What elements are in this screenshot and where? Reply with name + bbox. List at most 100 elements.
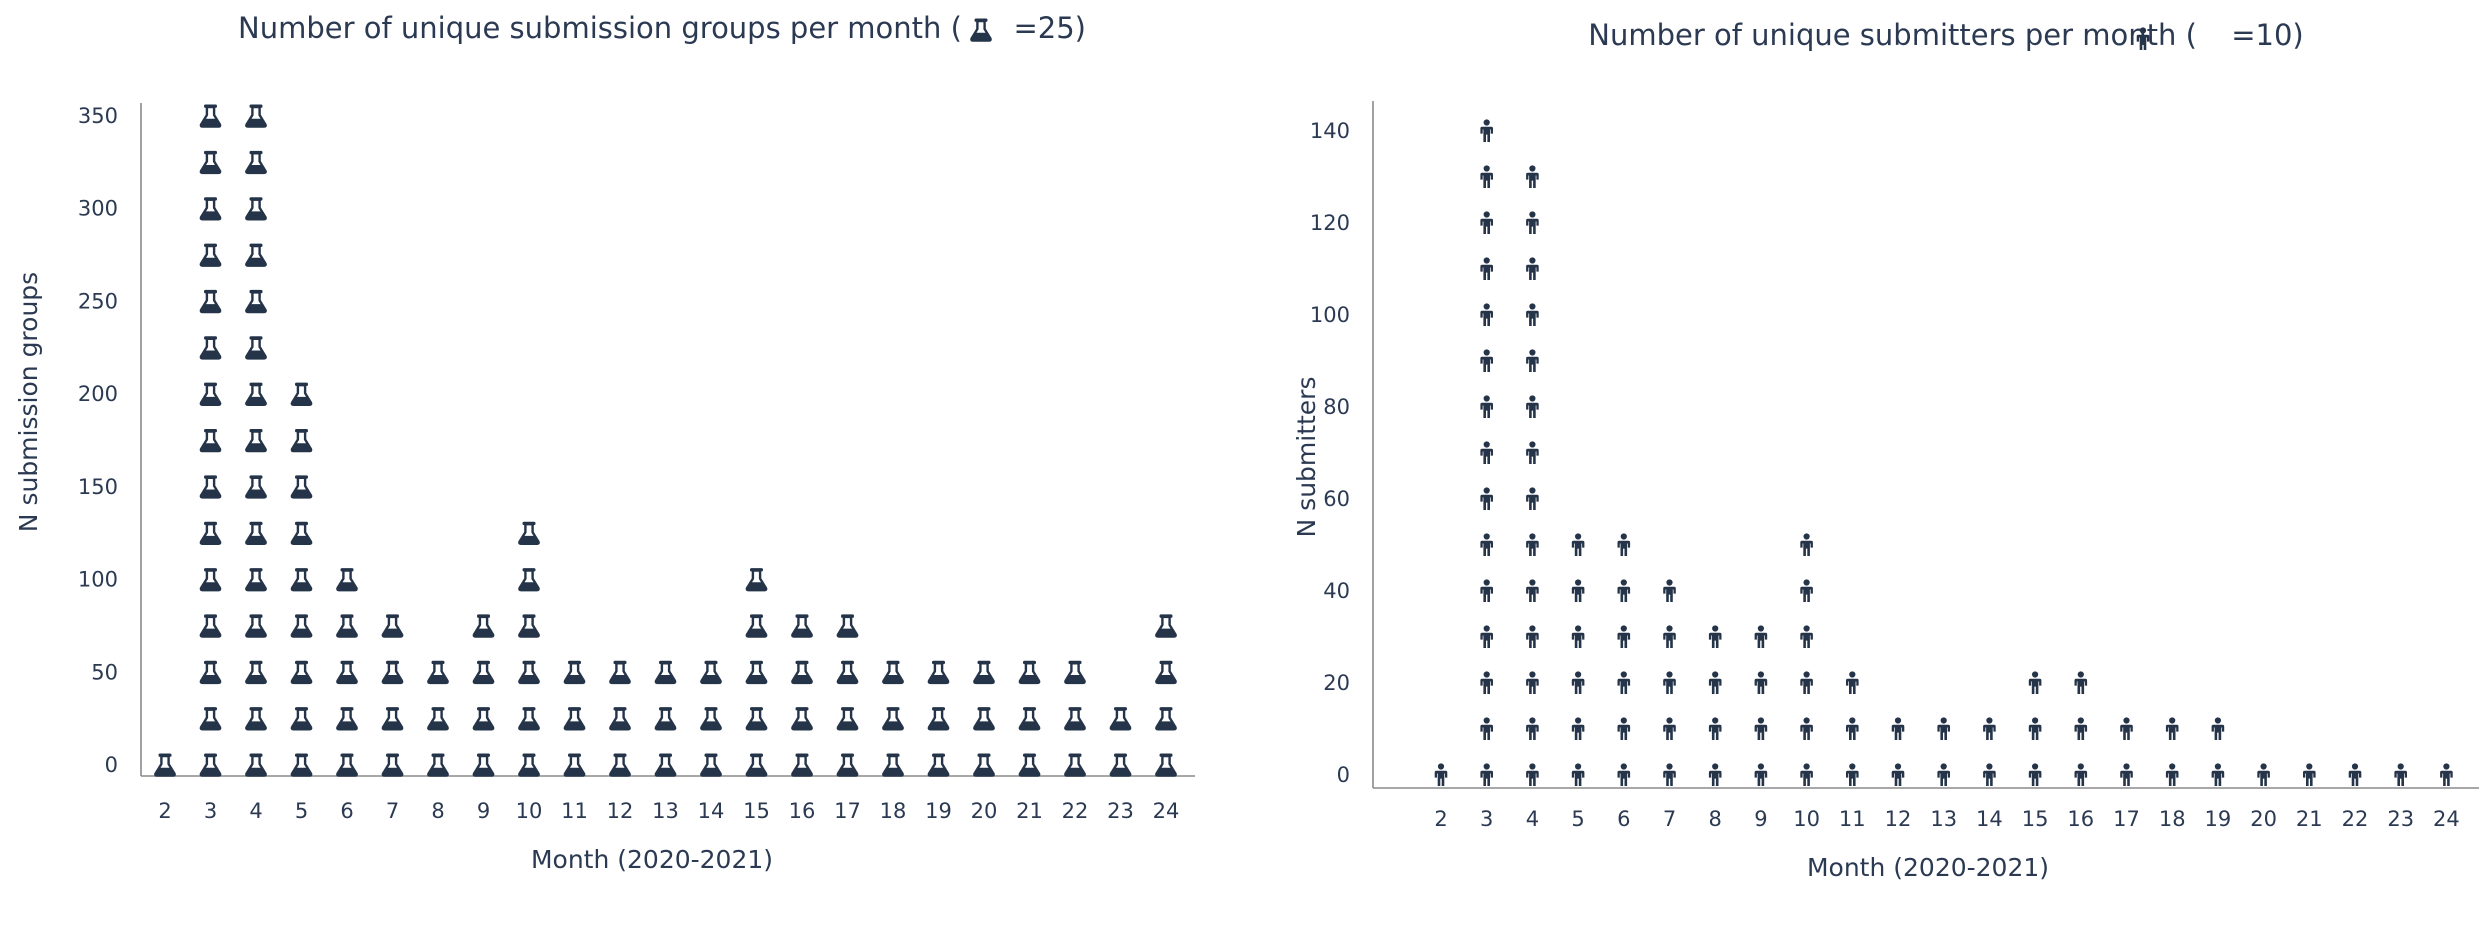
flask-icon [745,613,768,638]
flask-icon [700,706,722,731]
person-icon [2165,763,2179,786]
person-icon [2348,763,2362,786]
flask-icon [609,706,631,731]
x-tick-label: 16 [2067,807,2094,831]
flask-icon [245,289,267,314]
x-tick-label: 7 [1663,807,1676,831]
person-icon [1754,763,1768,786]
flask-icon [245,150,267,175]
y-tick-label: 0 [1337,763,1350,787]
y-tick-label: 100 [78,568,118,592]
person-icon [1526,717,1539,740]
flask-icon [836,706,859,731]
flask-icon [836,613,859,638]
icon-column [1155,613,1177,777]
person-icon [2074,717,2088,740]
flask-icon [1109,752,1132,777]
x-tick-label: 11 [1839,807,1866,831]
icon-column [472,613,495,777]
flask-icon [791,613,813,638]
icon-column [381,613,404,777]
person-icon [2394,763,2407,786]
person-icon [1480,395,1493,418]
flask-icon [199,752,222,777]
person-icon [1617,763,1631,786]
flask-icon [927,660,950,685]
person-icon [1526,487,1539,510]
person-icon [1480,533,1493,556]
person-icon [1571,625,1585,648]
x-tick-label: 13 [652,799,679,823]
flask-icon [745,567,768,592]
icon-column [563,660,586,777]
y-axis-label: N submitters [1292,377,1321,538]
flask-icon [472,706,495,731]
person-icon [1480,487,1493,510]
flask-icon [1064,706,1086,731]
flask-icon [245,428,267,453]
flask-icon [290,381,313,406]
y-tick-label: 250 [78,289,118,313]
flask-icon [518,521,540,546]
x-tick-label: 4 [1526,807,1539,831]
person-icon [1480,763,1493,786]
x-tick-label: 18 [880,799,907,823]
flask-icon [427,706,449,731]
icon-column [745,567,768,777]
icon-column [2165,717,2179,786]
y-tick-label: 40 [1323,579,1350,603]
flask-icon [654,660,677,685]
flask-icon [381,613,404,638]
person-icon [1617,625,1631,648]
x-tick-label: 19 [2205,807,2232,831]
person-icon [1663,763,1676,786]
y-tick-label: 120 [1310,211,1350,235]
flask-icon [290,474,313,499]
flask-icon [290,428,313,453]
x-tick-label: 5 [295,799,308,823]
icon-column [2394,763,2407,786]
person-icon [1800,579,1813,602]
icon-column [882,660,904,777]
flask-icon [1155,660,1177,685]
person-icon [2028,763,2042,786]
person-icon [1663,671,1676,694]
chart-left: Number of unique submission groups per m… [14,11,1195,874]
y-tick-label: 60 [1323,487,1350,511]
icon-column [1434,763,1448,786]
person-icon [1480,441,1493,464]
flask-icon [381,660,404,685]
icon-column [791,613,813,777]
flask-icon [245,660,267,685]
icon-column [836,613,859,777]
flask-icon [290,567,313,592]
y-tick-label: 50 [91,660,118,684]
x-axis-label: Month (2020-2021) [1807,853,2049,882]
icon-column [2257,763,2270,786]
flask-icon [654,752,677,777]
person-icon [1526,625,1539,648]
person-icon [1480,349,1493,372]
flask-icon [336,706,358,731]
x-tick-label: 5 [1571,807,1584,831]
person-icon [1571,671,1585,694]
x-tick-label: 20 [971,799,998,823]
flask-icon [472,660,495,685]
flask-icon [927,752,950,777]
x-tick-label: 21 [1016,799,1043,823]
person-icon [1800,533,1813,556]
flask-icon [1155,752,1177,777]
x-tick-label: 8 [431,799,444,823]
x-tick-label: 18 [2159,807,2186,831]
person-icon [1983,717,1996,740]
flask-icon [199,521,222,546]
x-tick-label: 15 [743,799,770,823]
flask-icon [245,752,267,777]
flask-icon [154,752,176,777]
icon-column [927,660,950,777]
person-icon [2165,717,2179,740]
x-tick-label: 24 [1153,799,1180,823]
icon-column [199,103,222,777]
flask-icon [563,752,586,777]
